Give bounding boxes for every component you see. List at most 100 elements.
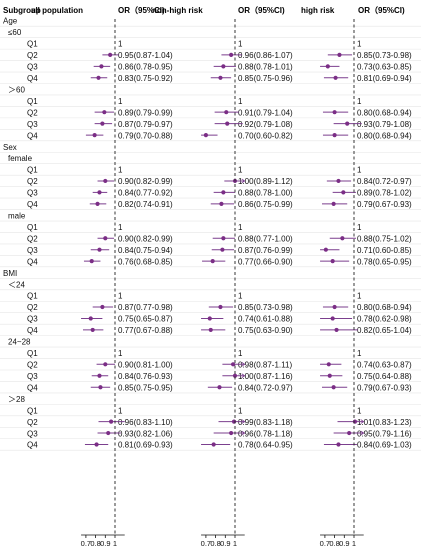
or-header-non-high-risk: OR（95%CI) [238,5,285,15]
or-ci-text: 0.88(0.77-1.00) [238,234,293,243]
quartile-label: Q2 [27,51,38,60]
point-estimate [203,133,208,138]
or-ci-text: 0.89(0.78-1.02) [357,189,412,198]
or-ci-text: 0.80(0.68-0.94) [357,303,412,312]
x-tick-label: 0.9 [100,539,110,548]
quartile-label: Q2 [27,361,38,370]
point-estimate [341,190,346,195]
point-estimate [103,178,108,184]
point-estimate [106,430,111,436]
point-estimate [224,110,229,115]
point-estimate [109,419,114,424]
or-ci-text: 1 [238,223,243,232]
or-ci-text: 0.93(0.82-1.06) [118,429,173,438]
subgroup-label: ＞60 [8,85,25,94]
or-ci-text: 0.78(0.64-0.95) [238,441,293,450]
point-estimate [90,327,95,333]
point-estimate [225,121,230,126]
subgroup-header: Subgroup [3,6,41,15]
x-tick-label: 0.9 [339,539,349,548]
or-ci-text: 0.79(0.70-0.88) [118,131,173,140]
ci-arrow [241,178,246,184]
panel-title-high-risk: high risk [301,6,335,15]
or-ci-text: 0.84(0.75-0.94) [118,246,173,255]
quartile-label: Q3 [27,120,38,129]
or-ci-text: 0.78(0.62-0.98) [357,315,412,324]
x-tick-label: 0.8 [329,539,339,548]
or-ci-text: 0.95(0.79-1.16) [357,429,412,438]
quartile-label: Q4 [27,74,38,83]
or-ci-text: 1 [118,97,123,106]
or-ci-text: 0.71(0.60-0.85) [357,246,412,255]
point-estimate [100,304,105,310]
ci-arrow [241,430,246,436]
point-estimate [340,236,345,241]
or-ci-text: 0.77(0.66-0.90) [238,257,293,266]
point-estimate [88,316,93,321]
point-estimate [332,110,337,115]
or-ci-text: 0.73(0.63-0.85) [357,63,412,72]
or-ci-text: 1 [357,223,362,232]
point-estimate [221,64,226,69]
or-ci-text: 0.74(0.63-0.87) [357,361,412,370]
or-ci-text: 1 [357,97,362,106]
panel-title-non-high-risk: non-high risk [152,6,203,15]
or-ci-text: 1 [238,97,243,106]
or-ci-text: 0.95(0.87-1.04) [118,51,173,60]
or-ci-text: 0.86(0.78-0.95) [118,63,173,72]
point-estimate [217,385,222,390]
or-ci-text: 0.85(0.73-0.98) [357,51,412,60]
point-estimate [345,121,350,126]
or-ci-text: 0.83(0.75-0.92) [118,74,173,83]
quartile-label: Q4 [27,441,38,450]
or-ci-text: 0.84(0.72-0.97) [238,383,293,392]
or-ci-text: 0.96(0.83-1.10) [118,418,173,427]
point-estimate [220,247,225,252]
or-ci-text: 0.88(0.78-1.00) [238,189,293,198]
or-ci-text: 0.90(0.81-1.00) [118,361,173,370]
quartile-label: Q3 [27,63,38,72]
point-estimate [103,236,108,241]
or-ci-text: 0.86(0.75-0.99) [238,200,293,209]
point-estimate [97,190,102,195]
subgroup-label: ≤60 [8,28,22,37]
subgroup-label: 24~28 [8,338,31,347]
point-estimate [325,64,330,69]
or-ci-text: 1 [357,40,362,49]
or-ci-text: 0.75(0.63-0.90) [238,326,293,335]
subgroup-label: ＞28 [8,395,25,404]
point-estimate [218,75,223,80]
group-label: BMI [3,269,17,278]
or-ci-text: 0.77(0.67-0.88) [118,326,173,335]
quartile-label: Q4 [27,326,38,335]
or-ci-text: 0.96(0.78-1.18) [238,429,293,438]
point-estimate [98,385,103,390]
point-estimate [331,201,336,206]
quartile-label: Q2 [27,303,38,312]
point-estimate [336,442,341,447]
or-ci-text: 0.74(0.61-0.88) [238,315,293,324]
x-tick-label: 0.9 [220,539,230,548]
point-estimate [100,121,105,126]
header-row: Subgroup all population OR（95%CI) non-hi… [3,5,405,15]
or-ci-text: 0.82(0.65-1.04) [357,326,412,335]
quartile-label: Q2 [27,418,38,427]
or-ci-text: 0.93(0.79-1.08) [357,120,412,129]
or-ci-text: 0.99(0.83-1.18) [238,418,293,427]
or-header-high-risk: OR（95%CI) [358,5,405,15]
point-estimate [211,442,216,447]
or-ci-text: 0.84(0.72-0.97) [357,177,412,186]
point-estimate [210,259,215,264]
quartile-label: Q4 [27,131,38,140]
point-estimate [232,373,238,378]
or-ci-text: 0.70(0.60-0.82) [238,131,293,140]
point-estimate [330,316,335,321]
or-ci-text: 1 [118,40,123,49]
quartile-label: Q2 [27,108,38,117]
or-ci-text: 0.84(0.69-1.03) [357,441,412,450]
quartile-label: Q1 [27,292,38,301]
or-ci-text: 0.81(0.69-0.93) [118,441,173,450]
panel-title-all-population: all population [31,6,83,15]
point-estimate [102,110,107,115]
or-ci-text: 0.80(0.68-0.94) [357,108,412,117]
